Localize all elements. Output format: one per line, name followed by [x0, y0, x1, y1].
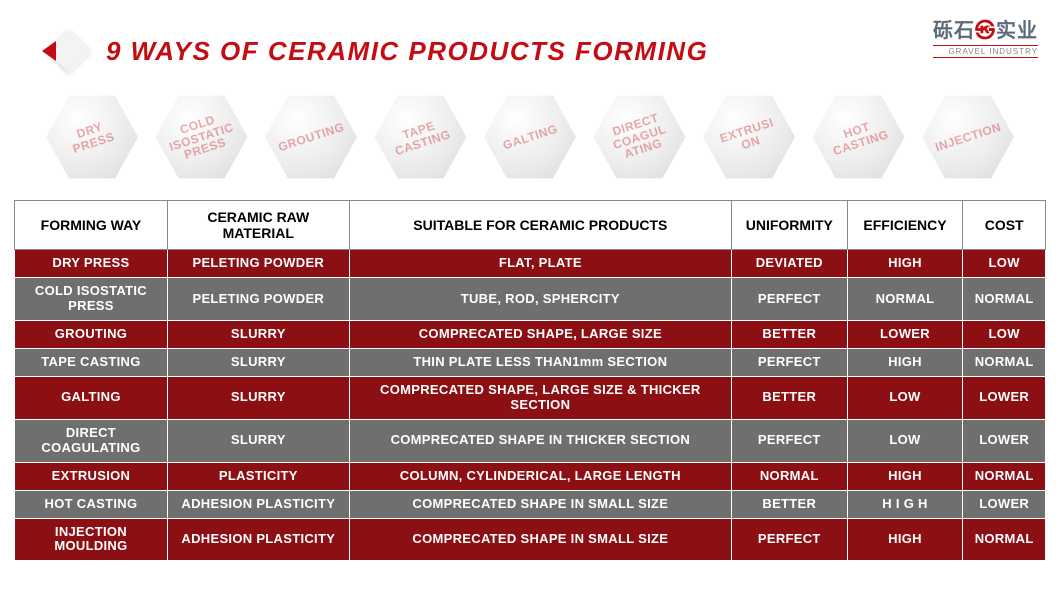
table-cell: NORMAL: [963, 278, 1046, 321]
table-cell: DEVIATED: [731, 250, 847, 278]
hexagon-label: HOT CASTING: [827, 116, 889, 158]
hexagon-7: HOT CASTING: [807, 85, 911, 189]
table-cell: NORMAL: [963, 518, 1046, 561]
hexagon-label: INJECTION: [933, 120, 1002, 153]
table-cell: BETTER: [731, 376, 847, 419]
table-cell: COMPRECATED SHAPE IN THICKER SECTION: [349, 419, 731, 462]
table-cell: PERFECT: [731, 348, 847, 376]
table-cell: LOW: [963, 250, 1046, 278]
table-cell: COLUMN, CYLINDERICAL, LARGE LENGTH: [349, 462, 731, 490]
col-header: CERAMIC RAW MATERIAL: [167, 201, 349, 250]
table-cell: LOW: [847, 376, 963, 419]
table-row: EXTRUSIONPLASTICITYCOLUMN, CYLINDERICAL,…: [15, 462, 1046, 490]
table-cell: COLD ISOSTATIC PRESS: [15, 278, 168, 321]
table-cell: PERFECT: [731, 518, 847, 561]
header-diamond-icon: [40, 28, 86, 74]
hexagon-label: GROUTING: [276, 120, 345, 153]
table-cell: LOW: [963, 321, 1046, 349]
table-row: COLD ISOSTATIC PRESSPELETING POWDERTUBE,…: [15, 278, 1046, 321]
table-cell: COMPRECATED SHAPE, LARGE SIZE & THICKER …: [349, 376, 731, 419]
table-cell: TAPE CASTING: [15, 348, 168, 376]
logo-en: GRAVEL INDUSTRY: [933, 45, 1038, 58]
page-title: 9 WAYS OF CERAMIC PRODUCTS FORMING: [106, 36, 708, 67]
table-cell: HIGH: [847, 462, 963, 490]
table-cell: PERFECT: [731, 419, 847, 462]
table-cell: LOWER: [963, 376, 1046, 419]
hexagon-row: DRY PRESS COLD ISOSTATIC PRESS GROUTING TAP…: [0, 80, 1060, 200]
table-cell: BETTER: [731, 490, 847, 518]
table-row: INJECTION MOULDINGADHESION PLASTICITYCOM…: [15, 518, 1046, 561]
hexagon-4: GALTING: [478, 85, 582, 189]
hexagon-1: COLD ISOSTATIC PRESS: [150, 85, 254, 189]
table-cell: DIRECT COAGULATING: [15, 419, 168, 462]
table-cell: HIGH: [847, 348, 963, 376]
table-cell: HOT CASTING: [15, 490, 168, 518]
table-header-row: FORMING WAYCERAMIC RAW MATERIALSUITABLE …: [15, 201, 1046, 250]
table-cell: SLURRY: [167, 376, 349, 419]
table-cell: DRY PRESS: [15, 250, 168, 278]
col-header: SUITABLE FOR CERAMIC PRODUCTS: [349, 201, 731, 250]
table-cell: SLURRY: [167, 321, 349, 349]
hexagon-5: DIRECT COAGUL ATING: [588, 85, 692, 189]
logo-cn-2: 实业: [996, 20, 1038, 42]
table-cell: HIGH: [847, 518, 963, 561]
table-cell: ADHESION PLASTICITY: [167, 518, 349, 561]
table-cell: INJECTION MOULDING: [15, 518, 168, 561]
table-cell: SLURRY: [167, 419, 349, 462]
col-header: COST: [963, 201, 1046, 250]
table-cell: LOWER: [847, 321, 963, 349]
table-cell: EXTRUSION: [15, 462, 168, 490]
hexagon-3: TAPE CASTING: [369, 85, 473, 189]
table-cell: SLURRY: [167, 348, 349, 376]
table-body: DRY PRESSPELETING POWDERFLAT, PLATEDEVIA…: [15, 250, 1046, 561]
hexagon-label: GALTING: [501, 122, 559, 151]
table-cell: NORMAL: [963, 348, 1046, 376]
table-row: GROUTINGSLURRYCOMPRECATED SHAPE, LARGE S…: [15, 321, 1046, 349]
header: 9 WAYS OF CERAMIC PRODUCTS FORMING: [0, 0, 1060, 80]
table-cell: FLAT, PLATE: [349, 250, 731, 278]
table-cell: LOWER: [963, 419, 1046, 462]
table-row: TAPE CASTINGSLURRYTHIN PLATE LESS THAN1m…: [15, 348, 1046, 376]
table-cell: LOW: [847, 419, 963, 462]
table-cell: PERFECT: [731, 278, 847, 321]
table-cell: NORMAL: [847, 278, 963, 321]
table-row: DRY PRESSPELETING POWDERFLAT, PLATEDEVIA…: [15, 250, 1046, 278]
table-cell: COMPRECATED SHAPE IN SMALL SIZE: [349, 518, 731, 561]
table-cell: NORMAL: [963, 462, 1046, 490]
col-header: EFFICIENCY: [847, 201, 963, 250]
table-cell: PLASTICITY: [167, 462, 349, 490]
table-cell: NORMAL: [731, 462, 847, 490]
logo-cn-1: 砾石: [933, 20, 975, 42]
table-row: DIRECT COAGULATINGSLURRYCOMPRECATED SHAP…: [15, 419, 1046, 462]
table-cell: GROUTING: [15, 321, 168, 349]
hexagon-6: EXTRUSI ON: [697, 85, 801, 189]
comparison-table: FORMING WAYCERAMIC RAW MATERIALSUITABLE …: [14, 200, 1046, 561]
hexagon-label: DIRECT COAGUL ATING: [608, 111, 672, 164]
table-cell: THIN PLATE LESS THAN1mm SECTION: [349, 348, 731, 376]
hexagon-8: INJECTION: [916, 85, 1020, 189]
comparison-table-wrap: FORMING WAYCERAMIC RAW MATERIALSUITABLE …: [0, 200, 1060, 561]
table-cell: PELETING POWDER: [167, 250, 349, 278]
brand-logo: 砾石㉿实业 GRAVEL INDUSTRY: [933, 14, 1038, 58]
hexagon-label: DRY PRESS: [68, 118, 117, 155]
col-header: FORMING WAY: [15, 201, 168, 250]
hexagon-label: TAPE CASTING: [389, 116, 451, 158]
table-cell: HIGH: [847, 250, 963, 278]
table-cell: LOWER: [963, 490, 1046, 518]
table-cell: GALTING: [15, 376, 168, 419]
table-row: GALTINGSLURRYCOMPRECATED SHAPE, LARGE SI…: [15, 376, 1046, 419]
hexagon-label: COLD ISOSTATIC PRESS: [164, 109, 239, 166]
table-cell: ADHESION PLASTICITY: [167, 490, 349, 518]
table-row: HOT CASTINGADHESION PLASTICITYCOMPRECATE…: [15, 490, 1046, 518]
table-cell: PELETING POWDER: [167, 278, 349, 321]
hexagon-2: GROUTING: [259, 85, 363, 189]
table-cell: H I G H: [847, 490, 963, 518]
table-cell: TUBE, ROD, SPHERCITY: [349, 278, 731, 321]
table-cell: BETTER: [731, 321, 847, 349]
col-header: UNIFORMITY: [731, 201, 847, 250]
hexagon-label: EXTRUSI ON: [719, 116, 780, 157]
hexagon-0: DRY PRESS: [40, 85, 144, 189]
table-cell: COMPRECATED SHAPE, LARGE SIZE: [349, 321, 731, 349]
table-cell: COMPRECATED SHAPE IN SMALL SIZE: [349, 490, 731, 518]
